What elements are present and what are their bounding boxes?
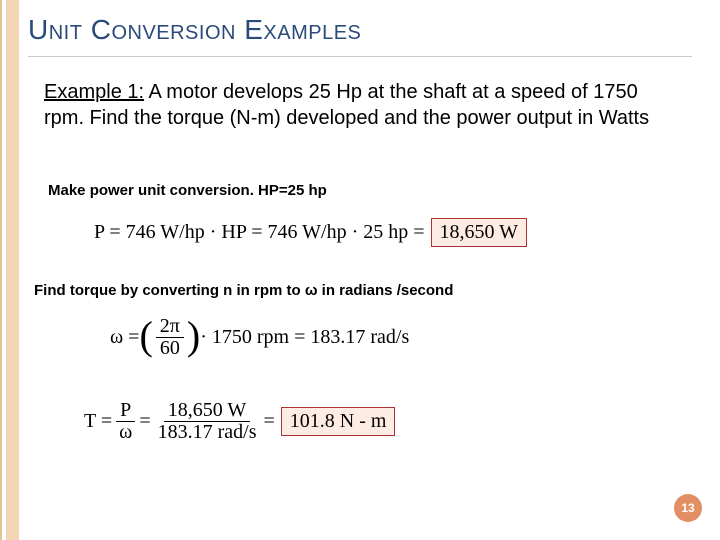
title-text: Unit Conversion Examples [28, 14, 361, 45]
step-2-text: Find torque by converting n in rpm to ω … [34, 282, 453, 299]
example-label: Example 1: [44, 81, 144, 103]
fraction-values: 18,650 W 183.17 rad/s [154, 400, 261, 443]
frac-num-p: P [116, 400, 135, 422]
eq-t-lhs: T = [84, 410, 112, 433]
frac-den-rads: 183.17 rad/s [154, 422, 261, 443]
slide-title: Unit Conversion Examples [28, 14, 361, 46]
accent-bar-wide [6, 0, 19, 540]
example-block: Example 1: A motor develops 25 Hp at the… [44, 80, 666, 131]
step-1-text: Make power unit conversion. HP=25 hp [48, 182, 327, 199]
eq-omega-tail: · 1750 rpm = 183.17 rad/s [200, 326, 409, 349]
accent-bar-thin [0, 0, 2, 540]
right-paren-icon: ) [187, 316, 200, 356]
eq-omega-sym: ω = [110, 326, 139, 349]
fraction-p-omega: P ω [115, 400, 136, 443]
frac-den-omega: ω [115, 422, 136, 443]
equation-torque: T = P ω = 18,650 W 183.17 rad/s = 101.8 … [84, 400, 395, 443]
equation-power: P = 746 W/hp · HP = 746 W/hp · 25 hp = 1… [94, 218, 527, 247]
page-number: 13 [681, 501, 694, 515]
step2-pre: Find torque by converting n in rpm to [34, 282, 305, 299]
slide: Unit Conversion Examples Example 1: A mo… [0, 0, 720, 540]
equation-omega: ω = ( 2π 60 ) · 1750 rpm = 183.17 rad/s [110, 316, 409, 359]
eq-torque-result-box: 101.8 N - m [281, 407, 396, 436]
frac-num: 2π [156, 316, 184, 338]
eq-power-result-box: 18,650 W [431, 218, 528, 247]
title-underline [28, 56, 692, 57]
page-number-badge: 13 [674, 494, 702, 522]
frac-num-watts: 18,650 W [164, 400, 251, 422]
eq-mid: = [139, 410, 150, 433]
eq-mid2: = [263, 410, 274, 433]
step2-post: in radians /second [318, 282, 454, 299]
fraction-2pi-60: 2π 60 [156, 316, 184, 359]
frac-den: 60 [156, 338, 184, 359]
eq-power-lhs: P = 746 W/hp · HP = 746 W/hp · 25 hp = [94, 221, 425, 244]
omega-symbol: ω [305, 282, 318, 299]
left-paren-icon: ( [139, 316, 152, 356]
